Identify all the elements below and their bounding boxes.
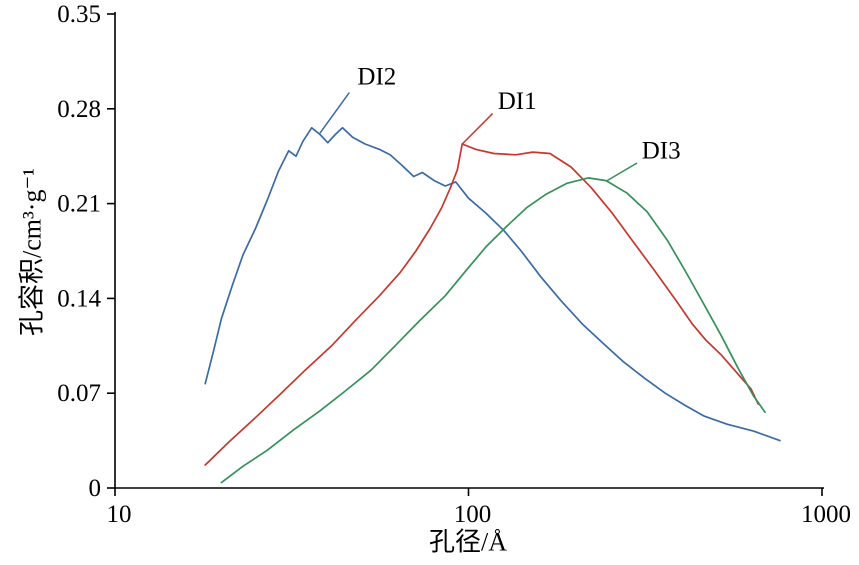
series-line-DI1 — [204, 143, 760, 466]
y-tick-label: 0.14 — [57, 285, 101, 312]
x-tick-label: 10 — [107, 501, 132, 528]
annotation-leader-DI2 — [319, 92, 350, 134]
y-tick-label: 0.07 — [57, 380, 101, 407]
y-tick-label: 0.35 — [57, 1, 101, 28]
y-tick-label: 0.28 — [57, 96, 101, 123]
annotation-leader-DI3 — [605, 162, 638, 182]
series-line-DI2 — [204, 126, 781, 442]
y-tick-label: 0 — [89, 475, 102, 502]
x-axis-title: 孔径/Å — [428, 527, 508, 557]
annotation-label-DI1: DI1 — [498, 88, 537, 115]
annotation-label-DI3: DI3 — [642, 137, 681, 164]
x-tick-label: 100 — [454, 501, 492, 528]
annotation-label-DI2: DI2 — [357, 63, 396, 90]
x-tick-label: 1000 — [801, 501, 851, 528]
annotation-leader-DI1 — [461, 113, 494, 145]
y-tick-label: 0.21 — [57, 191, 101, 218]
y-axis-title: 孔容积/cm³·g⁻¹ — [17, 168, 47, 336]
series-line-DI3 — [220, 177, 766, 484]
